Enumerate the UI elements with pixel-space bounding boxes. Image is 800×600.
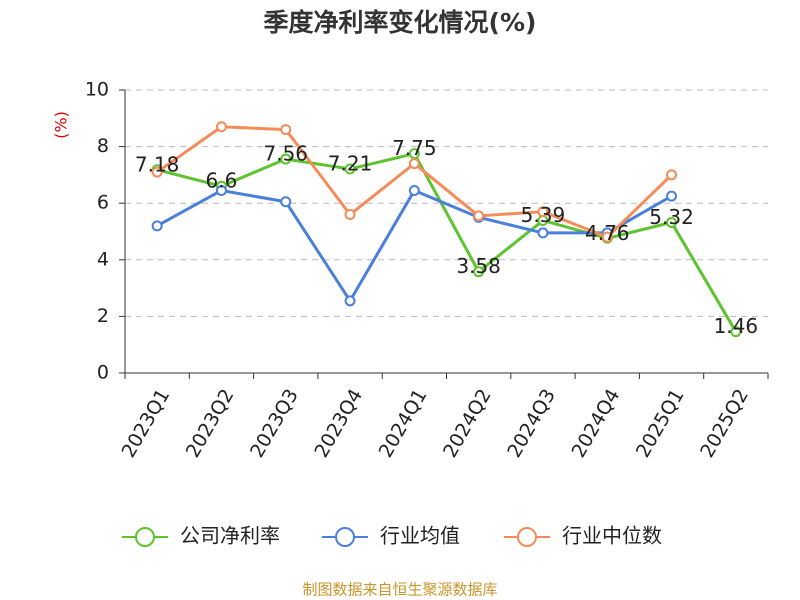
data-label: 6.6 <box>206 169 238 193</box>
x-tick-label: 2023Q2 <box>182 385 239 461</box>
legend-label: 公司净利率 <box>180 524 280 548</box>
y-axis-label: (%) <box>52 111 71 139</box>
data-label: 5.39 <box>521 203 566 227</box>
source-note: 制图数据来自恒生聚源数据库 <box>302 581 497 599</box>
point-marker <box>537 227 549 239</box>
point-marker <box>215 121 227 133</box>
x-tick-label: 2025Q1 <box>632 385 689 461</box>
y-tick-label: 8 <box>97 135 109 157</box>
point-marker <box>280 196 292 208</box>
x-tick-label: 2024Q2 <box>439 385 496 461</box>
legend-marker <box>517 527 537 547</box>
point-marker <box>280 124 292 136</box>
x-tick-label: 2024Q4 <box>568 385 625 461</box>
x-tick-label: 2023Q4 <box>310 385 367 461</box>
point-marker <box>151 166 163 178</box>
point-marker <box>344 209 356 221</box>
point-marker <box>215 184 227 196</box>
legend-label: 行业中位数 <box>562 524 662 548</box>
legend-marker <box>135 527 155 547</box>
point-marker <box>730 326 742 338</box>
data-label: 7.75 <box>392 136 437 160</box>
legend-label: 行业均值 <box>380 524 460 548</box>
x-tick-label: 2024Q3 <box>503 385 560 461</box>
point-marker <box>408 158 420 170</box>
legend-marker <box>335 527 355 547</box>
y-tick-label: 10 <box>85 79 109 101</box>
point-marker <box>151 220 163 232</box>
point-marker <box>537 206 549 218</box>
data-label: 7.21 <box>328 151 373 175</box>
point-marker <box>666 169 678 181</box>
data-label: 5.32 <box>649 205 694 229</box>
series-line <box>156 188 673 303</box>
data-label: 1.46 <box>714 314 759 338</box>
y-tick-label: 4 <box>97 248 109 270</box>
point-marker <box>344 163 356 175</box>
y-tick-label: 0 <box>97 362 109 384</box>
chart-title: 季度净利率变化情况(%) <box>264 8 537 37</box>
point-marker <box>601 231 613 243</box>
x-tick-label: 2023Q3 <box>246 385 303 461</box>
data-label: 4.76 <box>585 221 630 245</box>
series-line <box>156 152 738 333</box>
data-label: 7.56 <box>263 142 308 166</box>
point-marker <box>473 210 485 222</box>
y-tick-label: 6 <box>97 192 109 214</box>
y-tick-label: 2 <box>97 305 109 327</box>
point-marker <box>666 216 678 228</box>
data-label: 7.18 <box>135 152 180 176</box>
point-marker <box>473 266 485 278</box>
x-tick-label: 2023Q1 <box>117 385 174 461</box>
point-marker <box>344 295 356 307</box>
point-marker <box>280 153 292 165</box>
x-tick-label: 2025Q2 <box>696 385 753 461</box>
point-marker <box>666 190 678 202</box>
data-label: 3.58 <box>456 254 501 278</box>
point-marker <box>408 184 420 196</box>
x-tick-label: 2024Q1 <box>375 385 432 461</box>
